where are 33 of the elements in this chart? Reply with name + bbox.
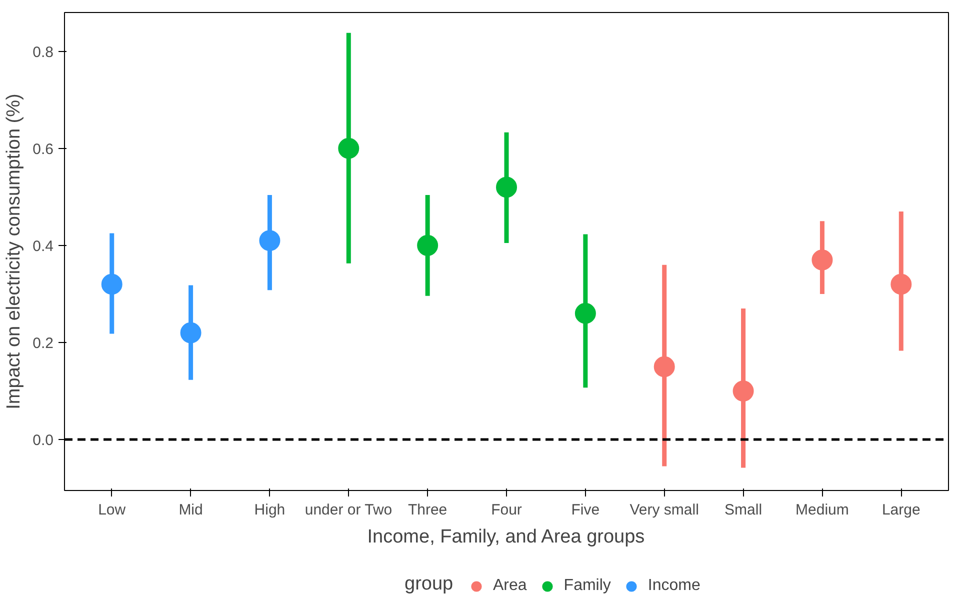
point (101, 274, 122, 295)
x-tick-label: Medium (796, 502, 849, 518)
point (417, 234, 438, 256)
point (259, 230, 280, 252)
point (654, 356, 675, 378)
y-tick-label: 0.4 (32, 238, 54, 255)
x-tick-label: Five (571, 502, 600, 518)
x-tick-label: Mid (178, 502, 203, 518)
x-tick-label: High (254, 502, 286, 518)
y-tick-label: 0.8 (32, 44, 54, 61)
legend-label: Income (648, 577, 700, 595)
x-axis-title: Income, Family, and Area groups (367, 526, 645, 548)
x-tick-label: under or Two (304, 502, 392, 518)
legend-label: Area (493, 577, 527, 595)
legend-title: group (404, 574, 454, 594)
point (338, 138, 360, 159)
point (890, 274, 912, 295)
point (812, 250, 833, 270)
point (574, 302, 596, 324)
x-tick-label: Very small (630, 502, 699, 518)
y-axis-title: Impact on electricity consumption (%) (4, 94, 25, 410)
x-tick-label: Large (882, 502, 920, 518)
x-tick-label: Three (408, 502, 448, 518)
x-tick-label: Four (491, 502, 522, 518)
y-tick-label: 0.2 (32, 334, 54, 352)
y-tick-label: 0.0 (32, 432, 54, 450)
point (732, 380, 754, 402)
point (180, 322, 202, 344)
x-tick-label: Small (724, 502, 762, 518)
legend-label: Family (564, 577, 611, 595)
y-tick-label: 0.6 (32, 140, 54, 158)
point (496, 176, 517, 198)
x-tick-label: Low (98, 502, 126, 518)
